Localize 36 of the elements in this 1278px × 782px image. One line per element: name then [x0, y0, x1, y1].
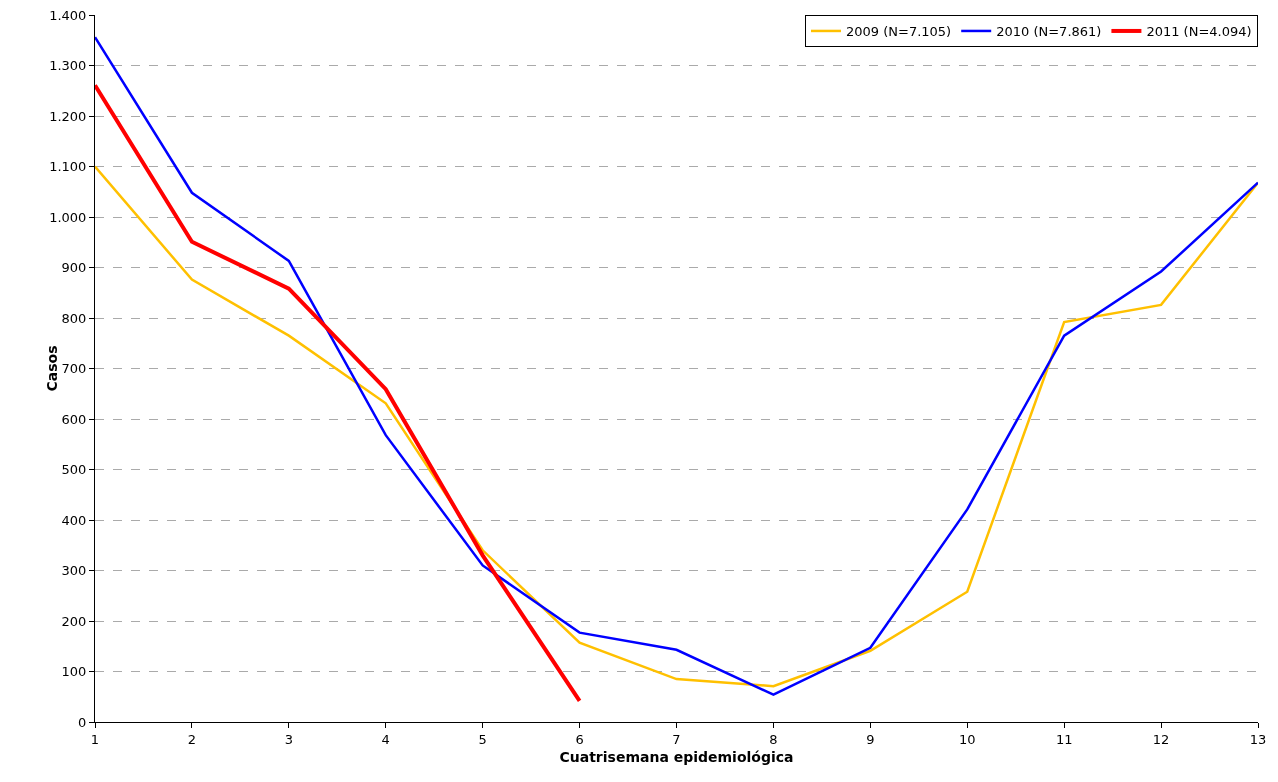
y-tick-label: 400 — [61, 512, 87, 528]
x-tick-label: 7 — [672, 731, 681, 747]
x-tick-label: 2 — [187, 731, 197, 747]
x-tick-label: 3 — [284, 731, 293, 747]
y-tick-label: 800 — [61, 310, 87, 326]
y-tick-label: 200 — [61, 613, 87, 629]
x-tick-label: 13 — [1249, 731, 1267, 747]
y-tick-label: 600 — [61, 411, 87, 427]
x-tick-label: 12 — [1152, 731, 1170, 747]
y-tick-label: 500 — [61, 462, 87, 478]
y-tick-label: 100 — [61, 664, 87, 680]
x-tick-label: 10 — [958, 731, 976, 747]
y-tick-label: 300 — [61, 563, 87, 579]
y-tick-label: 1.100 — [49, 159, 87, 175]
legend-label: 2011 (N=4.094) — [1146, 24, 1252, 40]
x-tick-label: 8 — [769, 731, 778, 747]
x-axis-title: Cuatrisemana epidemiológica — [559, 748, 794, 765]
x-tick-label: 1 — [90, 731, 100, 747]
y-tick-label: 1.300 — [49, 58, 87, 74]
x-tick-label: 5 — [478, 731, 487, 747]
y-tick-label: 1.000 — [49, 209, 87, 225]
line-series — [95, 35, 1258, 696]
x-tick-label: 4 — [381, 731, 390, 747]
line-series — [95, 165, 1258, 688]
y-tick-label: 1.200 — [49, 108, 87, 124]
y-tick-label: 900 — [61, 260, 87, 276]
legend-label: 2009 (N=7.105) — [846, 24, 952, 40]
x-tick-label: 6 — [575, 731, 584, 747]
line-series — [95, 83, 582, 703]
y-tick-label: 0 — [78, 714, 87, 730]
legend-label: 2010 (N=7.861) — [996, 24, 1102, 40]
y-axis-title: Casos — [43, 345, 60, 392]
x-tick-label: 9 — [866, 731, 875, 747]
y-tick-label: 700 — [61, 361, 87, 377]
x-tick-label: 11 — [1055, 731, 1073, 747]
y-tick-label: 1.400 — [49, 7, 87, 23]
